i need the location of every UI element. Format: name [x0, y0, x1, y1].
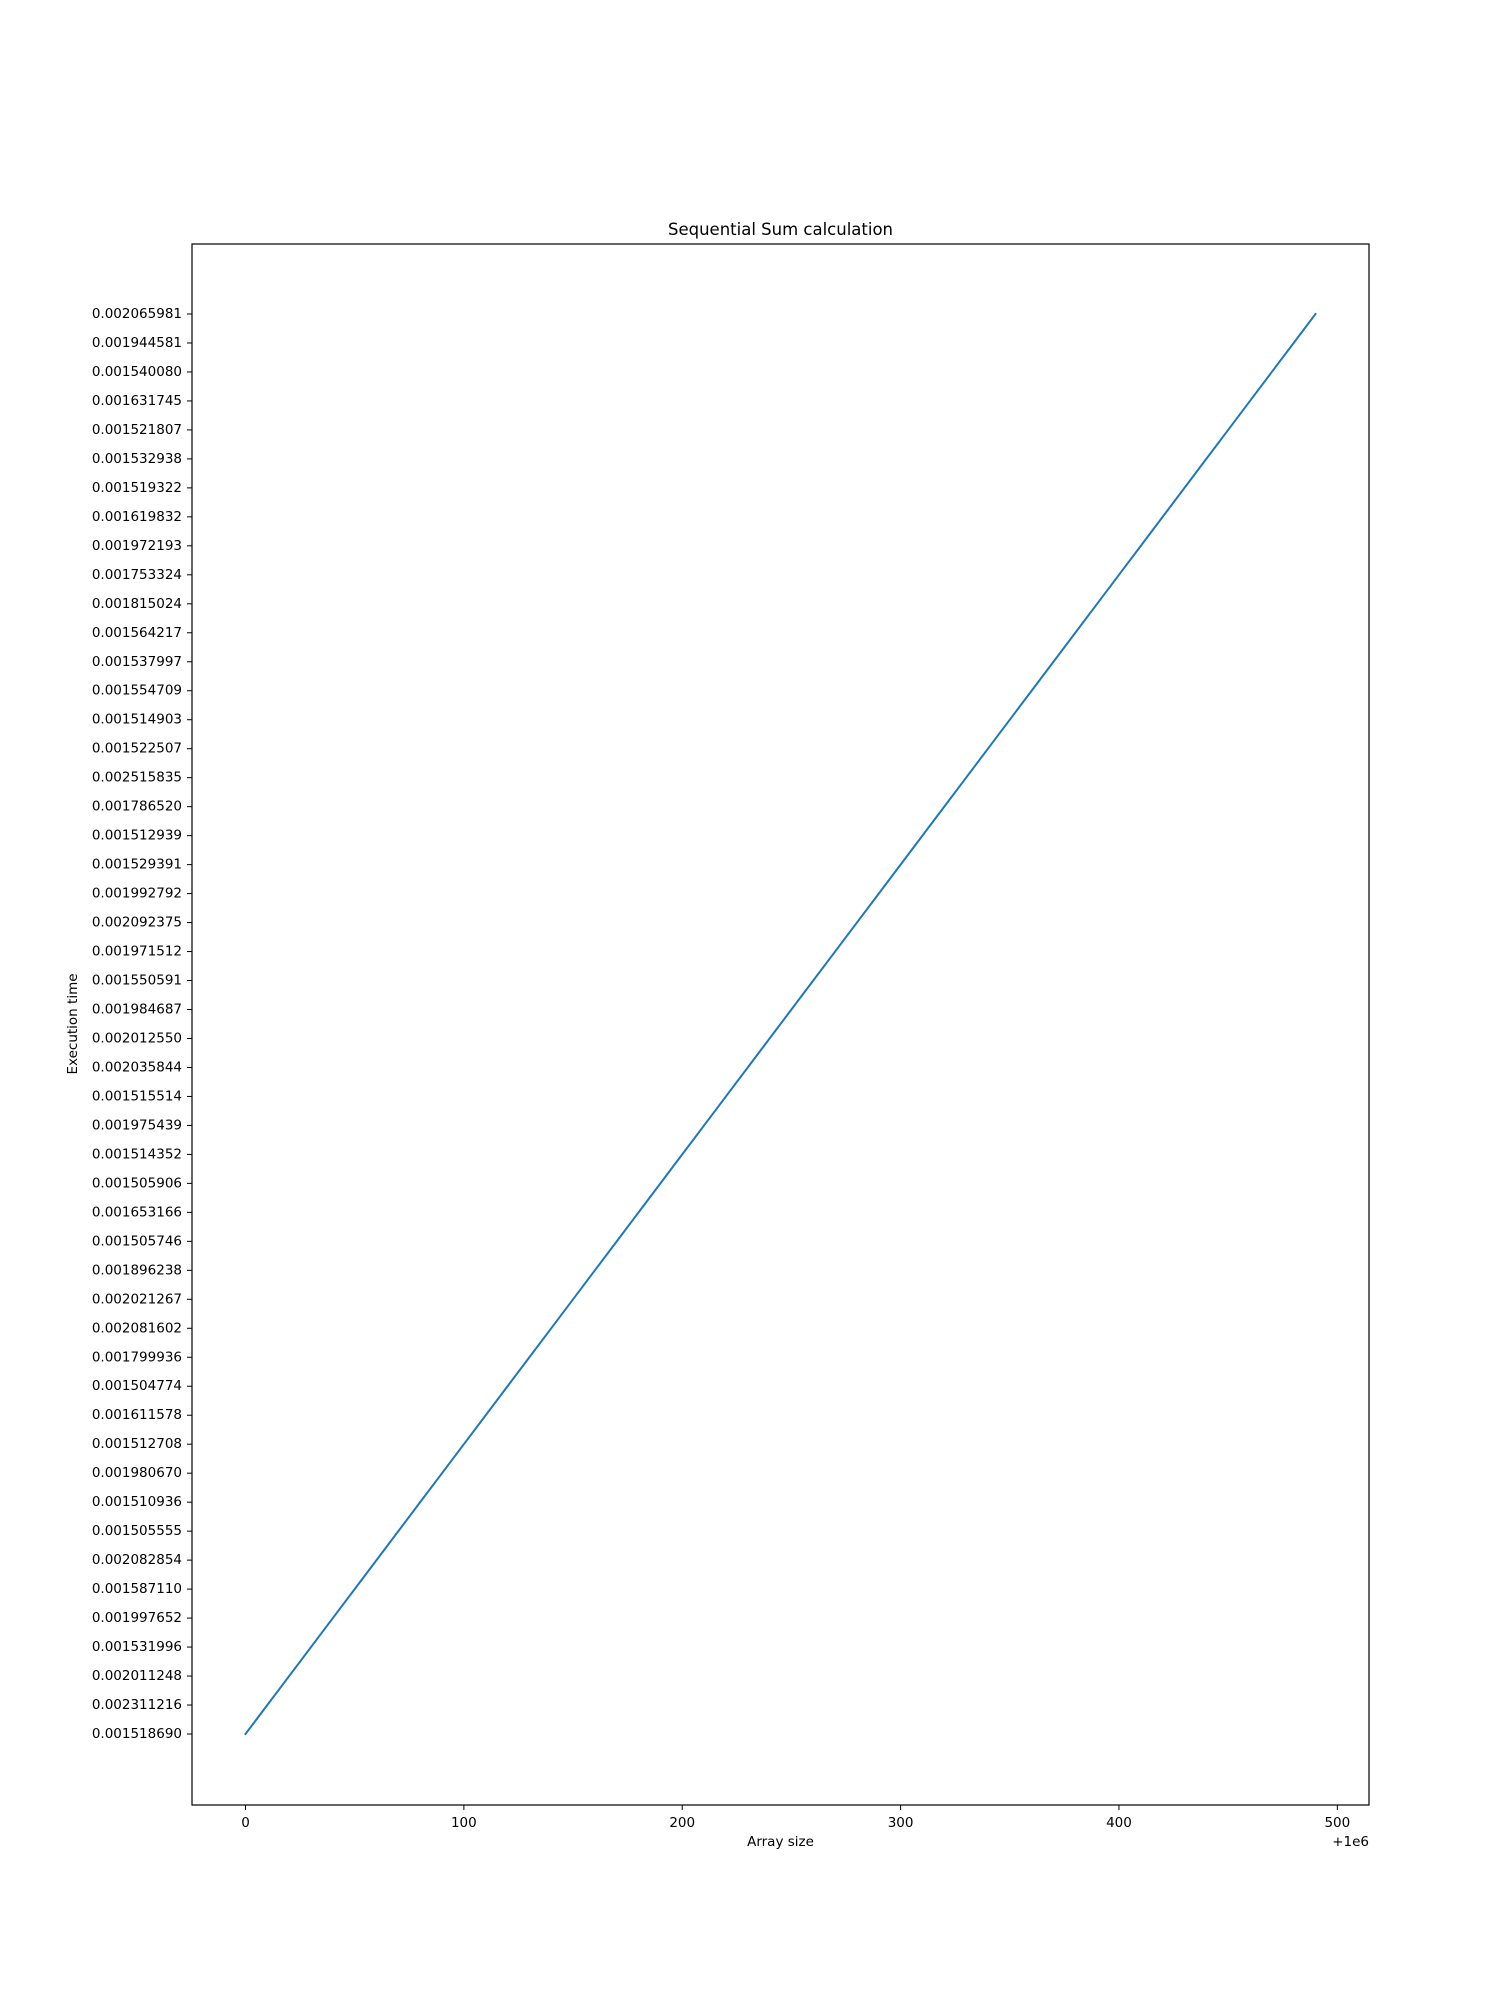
y-tick-label: 0.001815024 [92, 596, 182, 612]
y-tick-label: 0.002092375 [92, 915, 182, 931]
y-tick-label: 0.001512939 [92, 828, 182, 844]
y-tick-label: 0.001972193 [92, 538, 182, 554]
y-tick-label: 0.001510936 [92, 1494, 182, 1510]
y-tick-label: 0.002515835 [92, 770, 182, 786]
y-tick-label: 0.001521807 [92, 422, 182, 438]
y-tick-label: 0.001514352 [92, 1146, 182, 1162]
y-tick-label: 0.001611578 [92, 1407, 182, 1423]
x-tick-label: 400 [1106, 1815, 1132, 1831]
x-tick-label: 200 [669, 1815, 695, 1831]
y-tick-label: 0.001587110 [92, 1581, 182, 1597]
y-tick-label: 0.002081602 [92, 1320, 182, 1336]
y-tick-label: 0.001631745 [92, 393, 182, 409]
x-tick-label: 0 [241, 1815, 250, 1831]
series-group [244, 312, 1317, 1736]
y-tick-label: 0.001992792 [92, 886, 182, 902]
y-tick-label: 0.001753324 [92, 567, 182, 583]
y-tick-label: 0.002012550 [92, 1030, 182, 1046]
y-tick-label: 0.001980670 [92, 1465, 182, 1481]
y-tick-label: 0.001550591 [92, 973, 182, 989]
y-tick-label: 0.001531996 [92, 1639, 182, 1655]
y-tick-label: 0.001971512 [92, 944, 182, 960]
y-tick-label: 0.001799936 [92, 1349, 182, 1365]
y-tick-label: 0.001529391 [92, 857, 182, 873]
y-tick-label: 0.001515514 [92, 1088, 182, 1104]
y-tick-label: 0.001505906 [92, 1175, 182, 1191]
y-tick-label: 0.001537997 [92, 654, 182, 670]
y-tick-label: 0.001786520 [92, 799, 182, 815]
y-tick-label: 0.001519322 [92, 480, 182, 496]
y-tick-label: 0.001504774 [92, 1378, 182, 1394]
plot-area-frame [191, 243, 1370, 1806]
y-tick-label: 0.002035844 [92, 1059, 182, 1075]
y-tick-label: 0.001522507 [92, 741, 182, 757]
y-axis: 0.001518690 0.002311216 0.002011248 0.00153… [92, 306, 192, 1742]
y-tick-label: 0.002021267 [92, 1291, 182, 1307]
y-tick-label: 0.001532938 [92, 451, 182, 467]
x-tick-label: 300 [888, 1815, 914, 1831]
y-tick-label: 0.001512708 [92, 1436, 182, 1452]
chart-title: Sequential Sum calculation [668, 220, 893, 239]
x-axis: 0 100 200 300 400 500 [241, 1805, 1350, 1831]
y-tick-label: 0.002311216 [92, 1697, 182, 1713]
y-tick-label: 0.001653166 [92, 1204, 182, 1220]
y-tick-label: 0.001997652 [92, 1610, 182, 1626]
y-tick-label: 0.001505555 [92, 1523, 182, 1539]
y-tick-label: 0.001540080 [92, 364, 182, 380]
y-tick-label: 0.001554709 [92, 683, 182, 699]
y-tick-label: 0.001984687 [92, 1002, 182, 1018]
x-axis-label: Array size [747, 1834, 814, 1850]
y-tick-label: 0.001944581 [92, 335, 182, 351]
y-tick-label: 0.001619832 [92, 509, 182, 525]
x-tick-label: 100 [451, 1815, 477, 1831]
y-tick-label: 0.001505746 [92, 1233, 182, 1249]
y-tick-label: 0.001975439 [92, 1117, 182, 1133]
y-tick-label: 0.002082854 [92, 1552, 182, 1568]
y-tick-label: 0.001896238 [92, 1262, 182, 1278]
y-axis-label: Execution time [65, 973, 81, 1074]
x-axis-offset-label: +1e6 [1332, 1834, 1369, 1850]
y-tick-label: 0.001518690 [92, 1726, 182, 1742]
series-line-0 [244, 312, 1317, 1736]
x-tick-label: 500 [1324, 1815, 1350, 1831]
y-tick-label: 0.001564217 [92, 625, 182, 641]
y-tick-label: 0.001514903 [92, 712, 182, 728]
y-tick-label: 0.002065981 [92, 306, 182, 322]
y-tick-label: 0.002011248 [92, 1668, 182, 1684]
